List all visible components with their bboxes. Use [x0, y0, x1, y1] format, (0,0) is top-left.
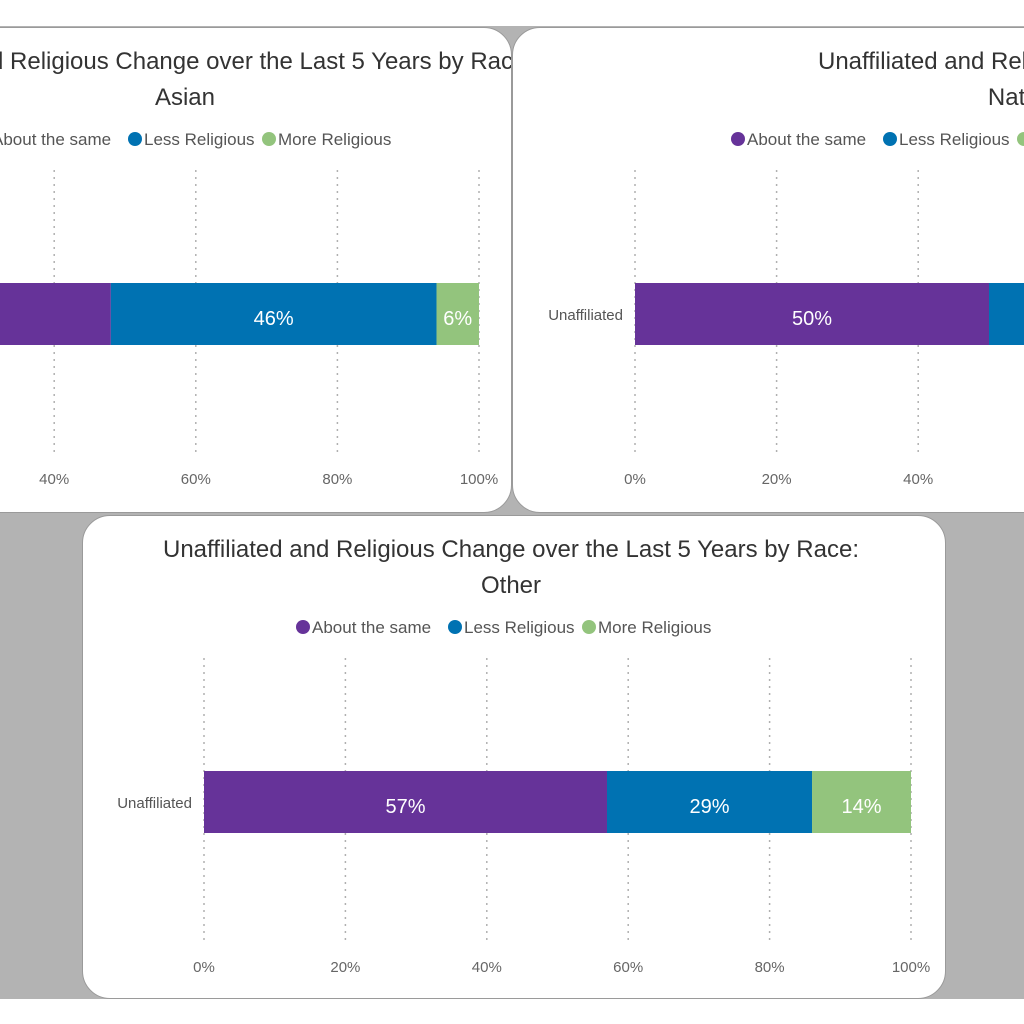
chart-title-line-2: Asian — [155, 84, 215, 111]
bar-segment-more-religious — [436, 283, 479, 345]
category-label: Unaffiliated — [548, 307, 623, 324]
legend-label-more-religious: More Religious — [598, 618, 711, 637]
bar-segment-about-the-same — [635, 283, 989, 345]
chart-card-other: Unaffiliated and Religious Change over t… — [82, 515, 946, 999]
legend-label-about-the-same: About the same — [0, 130, 111, 149]
page-bottom-strip — [0, 999, 1024, 1024]
legend-marker-about-the-same — [296, 620, 310, 634]
bar-data-label: 50% — [792, 308, 832, 330]
bar-segment-less-religious — [989, 283, 1024, 345]
x-tick-label: 40% — [903, 471, 933, 488]
chart-other: Unaffiliated and Religious Change over t… — [117, 536, 930, 976]
bar-data-label: 29% — [689, 796, 729, 818]
x-tick-label: 40% — [39, 471, 69, 488]
chart-title-line-1: Unaffiliated and Religious Change over t… — [818, 48, 1024, 75]
chart-title-line-1: Unaffiliated and Religious Change over t… — [0, 48, 512, 75]
x-tick-label: 80% — [755, 959, 785, 976]
x-tick-label: 40% — [472, 959, 502, 976]
bar-segment-less-religious — [606, 771, 813, 833]
legend-marker-more-religious — [1017, 132, 1024, 146]
x-tick-label: 0% — [624, 471, 646, 488]
bar-data-label: 57% — [385, 796, 425, 818]
category-label: Unaffiliated — [117, 795, 192, 812]
x-tick-label: 20% — [330, 959, 360, 976]
bar-segment-about-the-same — [0, 283, 111, 345]
x-tick-label: 100% — [892, 959, 930, 976]
legend-label-about-the-same: About the same — [312, 618, 431, 637]
legend-marker-about-the-same — [731, 132, 745, 146]
x-tick-label: 0% — [193, 959, 215, 976]
bar-segment-less-religious — [110, 283, 437, 345]
legend-marker-less-religious — [448, 620, 462, 634]
x-tick-label: 100% — [460, 471, 498, 488]
x-tick-label: 60% — [181, 471, 211, 488]
x-tick-label: 20% — [762, 471, 792, 488]
chart-native-hawaiian-pacific-islander: Unaffiliated and Religious Change over t… — [548, 48, 1024, 488]
bar-data-label: 14% — [841, 796, 881, 818]
legend-marker-more-religious — [582, 620, 596, 634]
chart-title-line-2: Native Hawaiian / Pacific Islander — [988, 84, 1024, 111]
legend-marker-less-religious — [883, 132, 897, 146]
legend-label-about-the-same: About the same — [747, 130, 866, 149]
chart-card-nhpi: Unaffiliated and Religious Change over t… — [512, 27, 1024, 513]
legend-marker-less-religious — [128, 132, 142, 146]
legend-label-more-religious: More Religious — [278, 130, 391, 149]
bar-data-label: 46% — [254, 308, 294, 330]
legend-label-less-religious: Less Religious — [899, 130, 1010, 149]
x-tick-label: 80% — [322, 471, 352, 488]
bar-data-label: 6% — [443, 308, 472, 330]
legend-label-less-religious: Less Religious — [144, 130, 255, 149]
bar-segment-about-the-same — [204, 771, 607, 833]
bar-segment-more-religious — [812, 771, 911, 833]
page-top-strip — [0, 0, 1024, 26]
legend-label-less-religious: Less Religious — [464, 618, 575, 637]
legend-marker-more-religious — [262, 132, 276, 146]
chart-asian: Unaffiliated and Religious Change over t… — [0, 48, 512, 488]
x-tick-label: 60% — [613, 959, 643, 976]
chart-title-line-1: Unaffiliated and Religious Change over t… — [163, 536, 859, 563]
chart-title-line-2: Other — [481, 572, 541, 599]
chart-card-asian: Unaffiliated and Religious Change over t… — [0, 27, 512, 513]
